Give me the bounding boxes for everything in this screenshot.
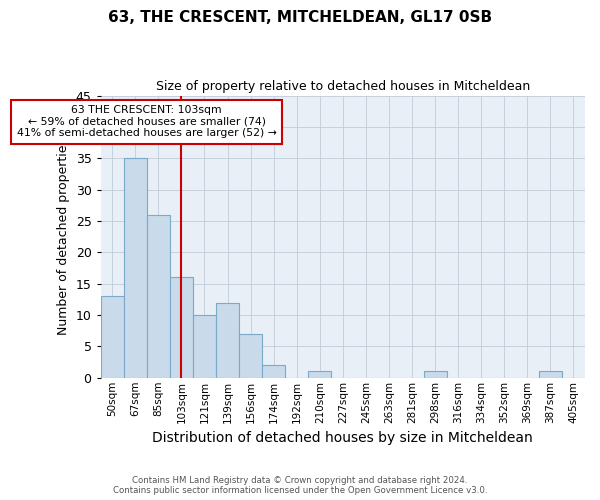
Bar <box>239 334 262 378</box>
Y-axis label: Number of detached properties: Number of detached properties <box>57 138 70 335</box>
Bar <box>193 315 216 378</box>
Bar <box>539 372 562 378</box>
Bar <box>170 278 193 378</box>
Title: Size of property relative to detached houses in Mitcheldean: Size of property relative to detached ho… <box>156 80 530 93</box>
Bar <box>101 296 124 378</box>
Text: Contains HM Land Registry data © Crown copyright and database right 2024.
Contai: Contains HM Land Registry data © Crown c… <box>113 476 487 495</box>
Bar <box>147 214 170 378</box>
Bar <box>262 365 285 378</box>
Text: 63, THE CRESCENT, MITCHELDEAN, GL17 0SB: 63, THE CRESCENT, MITCHELDEAN, GL17 0SB <box>108 10 492 25</box>
Text: 63 THE CRESCENT: 103sqm
← 59% of detached houses are smaller (74)
41% of semi-de: 63 THE CRESCENT: 103sqm ← 59% of detache… <box>17 105 277 138</box>
Bar <box>124 158 147 378</box>
Bar <box>216 302 239 378</box>
Bar <box>308 372 331 378</box>
X-axis label: Distribution of detached houses by size in Mitcheldean: Distribution of detached houses by size … <box>152 431 533 445</box>
Bar <box>424 372 446 378</box>
